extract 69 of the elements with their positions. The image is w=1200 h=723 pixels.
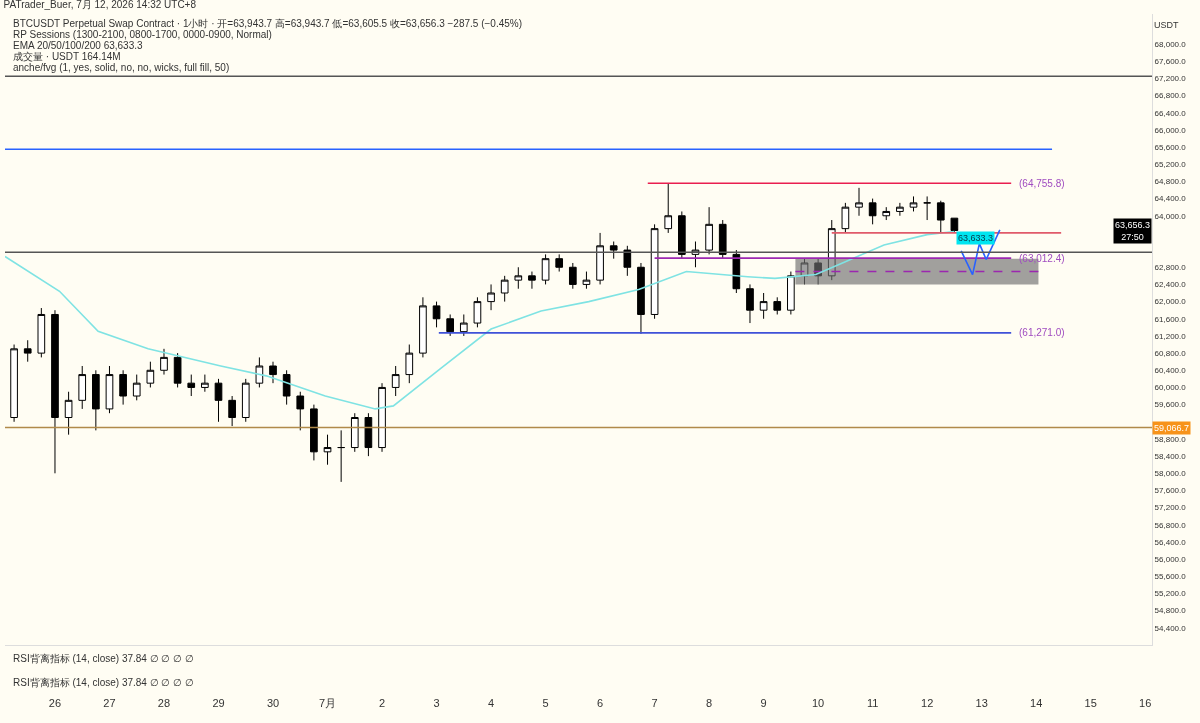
annotation: BTCUSDT Perpetual Swap Contract · 1小时 · 开=63,943.7 高=63,943.7 低=63,605.5 收=63,656.3 −287.5 (−0.45%) xyxy=(13,18,522,29)
annotation: 27:50 xyxy=(1121,231,1144,242)
y-tick-label: 60,000.0 xyxy=(1154,383,1187,393)
annotation: EMA 20/50/100/200 63,633.3 xyxy=(13,40,143,51)
data-label: 63,633.3 xyxy=(958,233,994,243)
y-tick-label: 60,400.0 xyxy=(1154,366,1187,376)
chart-title: PATrader_Buer, 7月 12, 2026 14:32 UTC+8 xyxy=(3,0,197,10)
text: RSI背离指标 (14, close) 37.84 ∅ ∅ ∅ ∅ xyxy=(13,677,195,688)
series-label: (64,755.8) xyxy=(1019,178,1065,189)
x-tick-label: 9 xyxy=(760,697,767,710)
x-tick-label: 3 xyxy=(433,697,440,710)
y-tick-label: 59,600.0 xyxy=(1154,400,1187,410)
x-tick-label: 13 xyxy=(975,697,988,710)
y-tick-label: 62,000.0 xyxy=(1154,297,1187,307)
ref-line-label: 59,066.7 xyxy=(1154,423,1190,433)
y-tick-label: 62,800.0 xyxy=(1154,263,1187,273)
x-tick-label: 6 xyxy=(597,697,604,710)
text: 63,656.3 xyxy=(1115,220,1151,230)
x-tick-label: 2 xyxy=(378,697,386,710)
x-tick-label: 29 xyxy=(212,697,225,710)
y-tick-label: 62,400.0 xyxy=(1154,280,1187,290)
series-label: (61,271.0) xyxy=(1019,327,1065,338)
x-tick-label: 8 xyxy=(706,697,713,710)
y-tick-label: 56,000.0 xyxy=(1154,554,1187,564)
x-tick-label: 10 xyxy=(811,697,825,710)
y-tick-label: 61,200.0 xyxy=(1154,331,1187,341)
y-tick-label: 64,400.0 xyxy=(1154,194,1187,204)
x-tick-label: 12 xyxy=(921,697,934,710)
x-tick-label: 4 xyxy=(488,697,495,710)
y-tick-label: 54,800.0 xyxy=(1154,606,1187,616)
y-axis-title: USDT xyxy=(1154,20,1179,30)
y-tick-label: 57,200.0 xyxy=(1154,503,1187,513)
y-tick-label: 58,000.0 xyxy=(1154,469,1187,479)
y-tick-label: 67,200.0 xyxy=(1154,74,1187,84)
y-tick-label: 66,400.0 xyxy=(1154,108,1187,118)
x-tick-label: 7 xyxy=(651,697,658,710)
y-tick-label: 55,200.0 xyxy=(1154,589,1187,599)
x-tick-label: 28 xyxy=(157,697,171,710)
x-tick-label: 5 xyxy=(542,697,549,710)
x-tick-label: 11 xyxy=(866,697,879,710)
y-tick-label: 64,000.0 xyxy=(1154,211,1187,221)
y-tick-label: 56,400.0 xyxy=(1154,537,1187,547)
y-tick-label: 67,600.0 xyxy=(1154,57,1187,67)
y-tick-label: 58,800.0 xyxy=(1154,434,1187,444)
series-label: (63,012.4) xyxy=(1019,253,1065,264)
y-tick-label: 56,800.0 xyxy=(1154,520,1187,530)
y-tick-label: 54,400.0 xyxy=(1154,623,1187,633)
annotation: 成交量 · USDT 164.14M xyxy=(13,51,121,62)
x-tick-label: 14 xyxy=(1030,697,1043,710)
text: RSI背离指标 (14, close) 37.84 ∅ ∅ ∅ ∅ xyxy=(13,653,195,664)
y-tick-label: 57,600.0 xyxy=(1154,486,1187,496)
y-tick-label: 61,600.0 xyxy=(1154,314,1187,324)
y-tick-label: 64,800.0 xyxy=(1154,177,1187,187)
x-tick-label: 16 xyxy=(1139,697,1152,710)
y-tick-label: 65,600.0 xyxy=(1154,142,1187,152)
y-tick-label: 65,200.0 xyxy=(1154,160,1187,170)
annotation: RP Sessions (1300-2100, 0800-1700, 0000-0900, Normal) xyxy=(13,29,272,40)
y-tick-label: 60,800.0 xyxy=(1154,348,1187,358)
x-tick-label: 7月 xyxy=(318,697,337,710)
x-tick-label: 27 xyxy=(103,697,116,710)
y-tick-label: 55,600.0 xyxy=(1154,572,1187,582)
x-tick-label: 30 xyxy=(266,697,280,710)
y-tick-label: 68,000.0 xyxy=(1154,39,1187,49)
y-tick-label: 58,400.0 xyxy=(1154,451,1187,461)
x-tick-label: 15 xyxy=(1084,697,1097,710)
y-tick-label: 66,800.0 xyxy=(1154,91,1187,101)
x-tick-label: 26 xyxy=(48,697,62,710)
annotation: anche/fvg (1, yes, solid, no, no, wicks, full fill, 50) xyxy=(13,62,230,73)
y-tick-label: 66,000.0 xyxy=(1154,125,1187,135)
